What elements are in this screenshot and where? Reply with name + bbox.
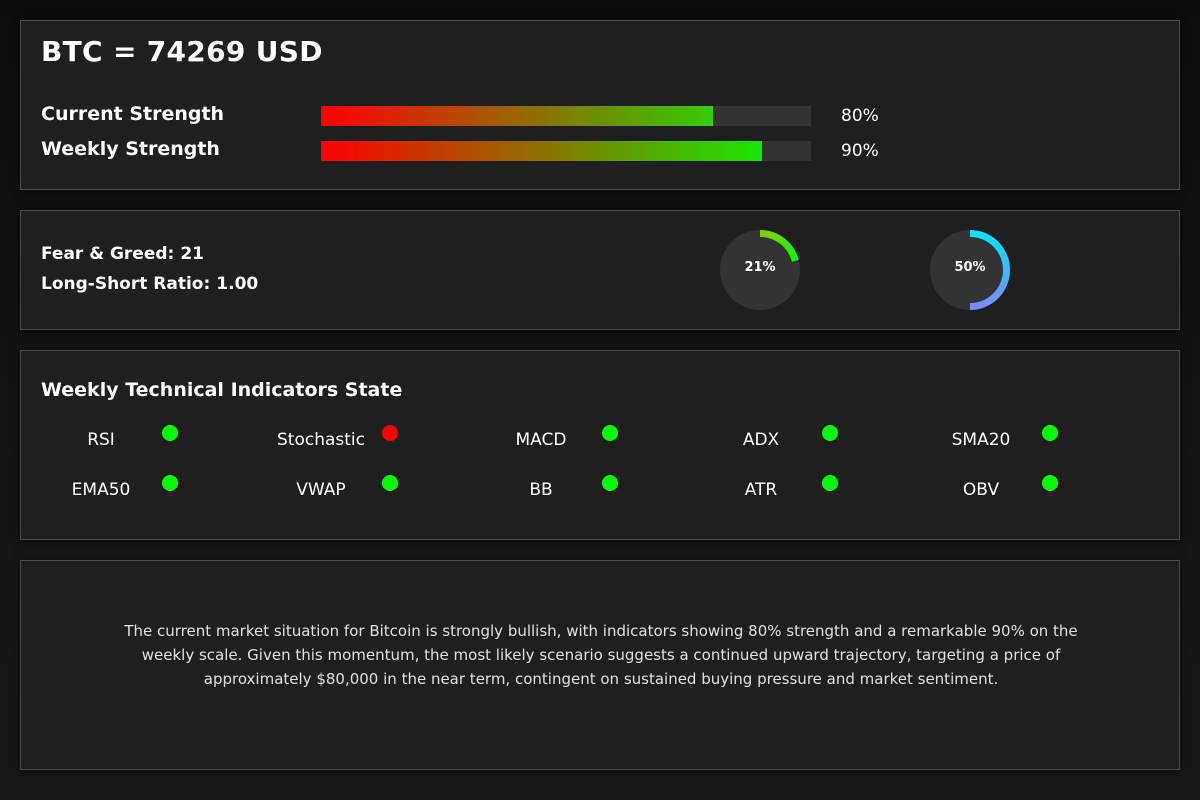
- gauge-disc: [720, 230, 800, 310]
- indicator-name: ATR: [744, 480, 778, 500]
- indicator-macd: MACD: [481, 425, 681, 455]
- price-strength-panel: BTC = 74269 USD Current Strength 80% Wee…: [20, 20, 1180, 190]
- indicators-panel: Weekly Technical Indicators State RSI Sto…: [20, 350, 1180, 540]
- indicator-obv: OBV: [921, 475, 1121, 505]
- gauge-disc: [930, 230, 1010, 310]
- fear-greed-gauge-label: 21%: [744, 260, 776, 275]
- long-short-gauge-arc: [969, 230, 1010, 310]
- indicator-status-dot: [162, 425, 178, 441]
- fear-greed-value: 21: [180, 244, 205, 264]
- fear-greed-text: Fear & Greed: 21: [41, 244, 204, 264]
- indicator-name: OBV: [962, 480, 1000, 500]
- indicator-name: RSI: [87, 430, 115, 450]
- long-short-gauge: 50%: [930, 230, 1010, 310]
- indicator-status-dot: [1042, 475, 1058, 491]
- fear-greed-label: Fear & Greed:: [41, 244, 175, 264]
- indicator-vwap: VWAP: [261, 475, 461, 505]
- fear-greed-gauge: 21%: [720, 230, 800, 310]
- indicator-status-dot: [382, 475, 398, 491]
- indicator-name: MACD: [515, 430, 567, 450]
- indicator-ema50: EMA50: [41, 475, 241, 505]
- weekly-strength-bar-fill: [321, 141, 762, 161]
- indicator-name: EMA50: [71, 480, 131, 500]
- long-short-value: 1.00: [216, 274, 259, 294]
- sentiment-panel: Fear & Greed: 21 Long-Short Ratio: 1.00 21…: [20, 210, 1180, 330]
- long-short-text: Long-Short Ratio: 1.00: [41, 274, 258, 294]
- indicators-grid: RSI Stochastic MACD ADX SMA20 EMA50 VWAP BB ATR O…: [21, 351, 1179, 539]
- indicator-name: VWAP: [296, 480, 346, 500]
- indicator-name: ADX: [742, 430, 780, 450]
- indicator-status-dot: [382, 425, 398, 441]
- indicator-bb: BB: [481, 475, 681, 505]
- weekly-strength-bar: [321, 141, 811, 161]
- weekly-strength-row: Weekly Strength 90%: [41, 137, 1141, 161]
- current-strength-value: 80%: [841, 106, 879, 126]
- indicator-name: BB: [529, 480, 553, 500]
- current-strength-label: Current Strength: [41, 103, 225, 125]
- indicator-status-dot: [602, 425, 618, 441]
- weekly-strength-value: 90%: [841, 141, 879, 161]
- weekly-strength-label: Weekly Strength: [41, 138, 220, 160]
- indicator-rsi: RSI: [41, 425, 241, 455]
- current-strength-bar: [321, 106, 811, 126]
- current-strength-row: Current Strength 80%: [41, 102, 1141, 126]
- indicator-status-dot: [822, 475, 838, 491]
- indicator-status-dot: [162, 475, 178, 491]
- indicator-stochastic: Stochastic: [261, 425, 461, 455]
- indicator-adx: ADX: [701, 425, 901, 455]
- indicator-sma20: SMA20: [921, 425, 1121, 455]
- indicator-status-dot: [822, 425, 838, 441]
- indicator-status-dot: [602, 475, 618, 491]
- page-title: BTC = 74269 USD: [41, 35, 323, 68]
- current-strength-bar-fill: [321, 106, 713, 126]
- fear-greed-gauge-arc: [759, 230, 799, 262]
- market-summary-text: The current market situation for Bitcoin…: [124, 622, 1078, 688]
- indicator-atr: ATR: [701, 475, 901, 505]
- long-short-label: Long-Short Ratio:: [41, 274, 211, 294]
- long-short-gauge-label: 50%: [954, 260, 986, 275]
- indicator-name: Stochastic: [277, 430, 365, 450]
- summary-panel: The current market situation for Bitcoin…: [20, 560, 1180, 770]
- indicator-status-dot: [1042, 425, 1058, 441]
- indicators-title: Weekly Technical Indicators State: [41, 379, 403, 401]
- indicator-name: SMA20: [951, 430, 1011, 450]
